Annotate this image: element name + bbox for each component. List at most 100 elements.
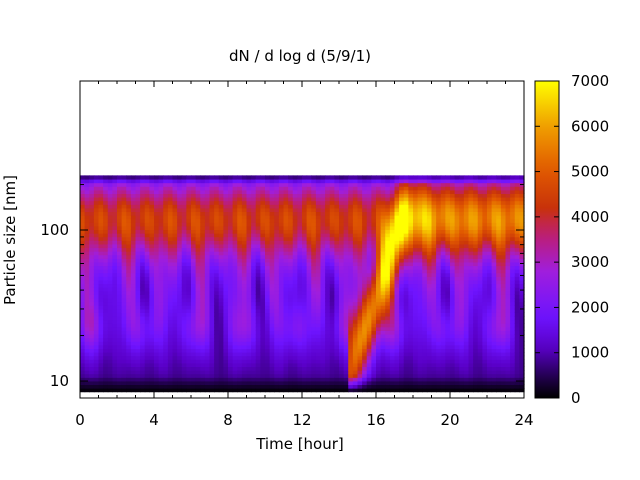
heatmap-cell — [163, 352, 169, 357]
heatmap-cell — [376, 247, 382, 252]
heatmap-cell — [297, 341, 303, 346]
heatmap-cell — [232, 359, 238, 364]
heatmap-cell — [459, 254, 465, 259]
heatmap-cell — [302, 229, 308, 234]
heatmap-cell — [84, 178, 90, 184]
heatmap-cell — [89, 276, 95, 281]
heatmap-cell — [144, 287, 150, 292]
heatmap-cell — [394, 323, 400, 328]
heatmap-cell — [426, 218, 433, 223]
heatmap-cell — [130, 297, 137, 303]
heatmap-cell — [278, 341, 285, 346]
heatmap-cell — [191, 175, 197, 180]
heatmap-cell — [348, 373, 354, 378]
heatmap-cell — [422, 341, 428, 346]
heatmap-cell — [237, 261, 243, 267]
heatmap-cell — [311, 384, 317, 389]
heatmap-cell — [103, 290, 109, 295]
heatmap-cell — [228, 301, 234, 306]
heatmap-cell — [228, 175, 234, 180]
heatmap-cell — [167, 247, 174, 252]
heatmap-cell — [228, 305, 234, 310]
heatmap-cell — [237, 272, 243, 277]
heatmap-cell — [191, 355, 197, 360]
heatmap-cell — [265, 211, 271, 216]
heatmap-cell — [98, 215, 104, 220]
heatmap-cell — [158, 243, 164, 249]
heatmap-cell — [413, 283, 419, 288]
heatmap-cell — [274, 341, 280, 346]
heatmap-cell — [167, 341, 174, 346]
heatmap-cell — [371, 265, 377, 270]
heatmap-cell — [140, 247, 146, 252]
heatmap-cell — [343, 344, 349, 349]
heatmap-cell — [209, 341, 215, 346]
heatmap-cell — [463, 333, 470, 339]
heatmap-cell — [306, 197, 312, 202]
heatmap-cell — [154, 330, 160, 335]
heatmap-cell — [251, 362, 257, 368]
heatmap-cell — [103, 344, 109, 349]
heatmap-cell — [357, 197, 363, 202]
heatmap-cell — [348, 290, 354, 295]
heatmap-cell — [98, 211, 104, 216]
heatmap-cell — [140, 254, 146, 259]
heatmap-cell — [228, 362, 234, 368]
heatmap-cell — [84, 233, 90, 238]
heatmap-cell — [130, 200, 137, 205]
heatmap-cell — [84, 189, 90, 194]
heatmap-cell — [371, 348, 377, 353]
heatmap-cell — [288, 323, 294, 328]
heatmap-cell — [274, 229, 280, 234]
heatmap-cell — [232, 388, 238, 393]
heatmap-cell — [450, 200, 456, 205]
heatmap-cell — [283, 366, 289, 371]
heatmap-cell — [278, 305, 285, 310]
heatmap-cell — [80, 193, 86, 198]
heatmap-cell — [371, 323, 377, 328]
heatmap-cell — [325, 229, 331, 234]
heatmap-cell — [107, 254, 113, 259]
heatmap-cell — [228, 344, 234, 349]
heatmap-cell — [237, 269, 243, 274]
heatmap-cell — [320, 236, 326, 241]
heatmap-cell — [311, 279, 317, 285]
heatmap-cell — [380, 186, 386, 191]
heatmap-cell — [246, 186, 252, 191]
heatmap-cell — [440, 380, 446, 386]
heatmap-cell — [389, 269, 396, 274]
heatmap-cell — [89, 297, 95, 303]
heatmap-cell — [172, 243, 178, 249]
heatmap-cell — [98, 200, 104, 205]
heatmap-cell — [167, 254, 174, 259]
heatmap-cell — [209, 305, 215, 310]
heatmap-cell — [172, 229, 178, 234]
heatmap-cell — [278, 197, 285, 202]
heatmap-cell — [297, 333, 303, 339]
heatmap-cell — [135, 236, 141, 241]
heatmap-cell — [140, 276, 146, 281]
heatmap-cell — [302, 301, 308, 306]
heatmap-cell — [329, 225, 335, 231]
heatmap-cell — [103, 362, 109, 368]
heatmap-cell — [93, 240, 100, 245]
heatmap-cell — [241, 290, 248, 295]
heatmap-cell — [334, 269, 340, 274]
heatmap-cell — [371, 352, 377, 357]
heatmap-cell — [283, 380, 289, 386]
heatmap-cell — [246, 182, 252, 187]
heatmap-cell — [121, 200, 127, 205]
heatmap-cell — [399, 204, 405, 209]
heatmap-cell — [389, 204, 396, 209]
heatmap-cell — [376, 319, 382, 324]
heatmap-cell — [463, 337, 470, 342]
heatmap-cell — [177, 186, 183, 191]
heatmap-cell — [399, 373, 405, 378]
heatmap-cell — [269, 276, 275, 281]
heatmap-cell — [251, 200, 257, 205]
heatmap-cell — [186, 251, 192, 256]
heatmap-cell — [339, 352, 345, 357]
heatmap-cell — [112, 276, 118, 281]
heatmap-cell — [98, 182, 104, 187]
heatmap-cell — [389, 301, 396, 306]
